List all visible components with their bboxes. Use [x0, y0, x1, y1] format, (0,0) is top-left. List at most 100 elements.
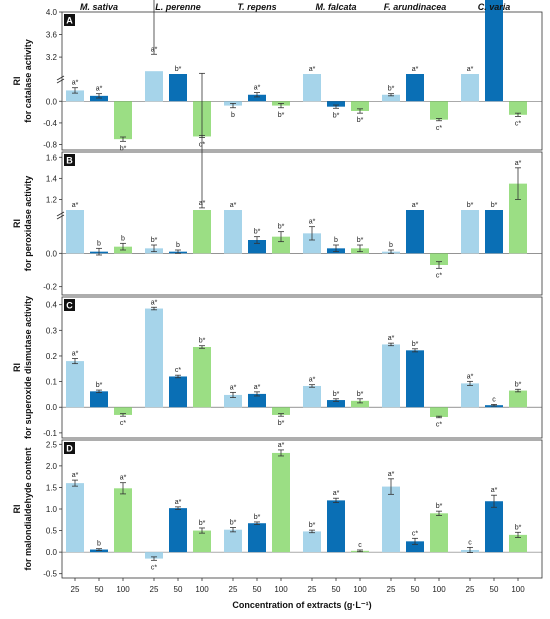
significance-label: a* [491, 487, 498, 494]
bar [351, 400, 369, 408]
x-tick-label: 100 [274, 585, 288, 594]
panel-letter: D [66, 444, 73, 454]
x-tick-label: 50 [95, 585, 104, 594]
y-axis-label-line1: RI [12, 219, 22, 228]
axis-break-mark [56, 75, 65, 81]
significance-label: b* [120, 145, 127, 152]
significance-label: a* [333, 490, 340, 497]
bar [66, 90, 84, 102]
bar [114, 101, 132, 140]
significance-label: b [389, 242, 393, 249]
x-tick-label: 50 [253, 585, 262, 594]
bar [351, 101, 369, 111]
bar [169, 74, 187, 102]
y-tick-label: 3.6 [46, 31, 58, 40]
panel-letter: A [66, 16, 73, 26]
bar [66, 210, 84, 254]
y-tick-label: -0.2 [43, 283, 57, 292]
y-tick-label: 0.4 [46, 301, 58, 310]
axis-break-mark [56, 214, 65, 220]
bar [382, 344, 400, 408]
panel-frame [61, 439, 543, 579]
species-header: M. falcata [315, 2, 356, 12]
bar [193, 346, 211, 408]
significance-label: a* [230, 202, 237, 209]
bar [90, 95, 108, 102]
significance-label: a* [151, 46, 158, 53]
x-tick-label: 100 [195, 585, 209, 594]
significance-label: a* [96, 86, 103, 93]
significance-label: b* [309, 522, 316, 529]
significance-label: a* [151, 299, 158, 306]
x-axis: 25 50 100 25 50 100 25 50 100 25 50 100 25 50 100 25 50 1… [71, 578, 525, 610]
bar [485, 501, 503, 553]
bar [224, 394, 242, 408]
x-tick-label: 100 [432, 585, 446, 594]
x-tick-label: 100 [353, 585, 367, 594]
y-tick-label: 0.1 [46, 378, 58, 387]
panel-d: D -0.5 0.0 0.5 1.0 1.5 2.0 2.5 RI for malondialde… [12, 439, 543, 579]
significance-label: a* [120, 475, 127, 482]
bar [327, 400, 345, 408]
species-header: F. arundinacea [384, 2, 447, 12]
bar [193, 210, 211, 254]
y-tick-label: -0.1 [43, 429, 57, 438]
panel-letter-badge [64, 442, 75, 454]
y-tick-label: 3.2 [46, 53, 58, 62]
bar [327, 101, 345, 107]
significance-label: b* [436, 503, 443, 510]
bar [406, 210, 424, 254]
bar [485, 0, 503, 102]
y-axis-label-line2: for superoxide dismutase activity [23, 296, 33, 439]
bar [406, 74, 424, 102]
bar [224, 210, 242, 254]
significance-label: b* [357, 117, 364, 124]
axis-break-mark [56, 211, 65, 217]
x-tick-label: 50 [332, 585, 341, 594]
bar [248, 240, 266, 254]
significance-label: a* [309, 66, 316, 73]
significance-label: b* [230, 520, 237, 527]
significance-label: b [97, 541, 101, 548]
x-tick-label: 25 [71, 585, 80, 594]
axis-break-mark [56, 78, 65, 84]
significance-label: b [334, 237, 338, 244]
y-tick-label: 2.5 [46, 440, 58, 449]
significance-label: c* [436, 272, 443, 279]
bar [145, 308, 163, 408]
bar [509, 101, 527, 115]
significance-label: b* [412, 341, 419, 348]
y-axis-label: RI for superoxide dismutase activity [12, 296, 33, 439]
significance-label: a* [72, 351, 79, 358]
bar [509, 183, 527, 254]
y-axis-label: RI for peroxidase activity [12, 176, 33, 272]
x-axis-title: Concentration of extracts (g·L⁻¹) [232, 600, 371, 610]
significance-label: a* [72, 202, 79, 209]
panel-frame [61, 151, 543, 296]
x-tick-label: 25 [150, 585, 159, 594]
y-tick-label: 1.4 [46, 174, 58, 183]
bar [193, 530, 211, 553]
bar [272, 236, 290, 254]
y-tick-label: 1.6 [46, 153, 58, 162]
bar [461, 74, 479, 102]
bar [430, 513, 448, 553]
y-tick-label: 4.0 [46, 8, 58, 17]
bar [272, 407, 290, 415]
bar [406, 541, 424, 553]
significance-label: b* [388, 86, 395, 93]
y-axis-label: RI for malondialdehyde content [12, 447, 33, 570]
bar [114, 488, 132, 553]
bar [90, 549, 108, 553]
significance-label: c [468, 539, 472, 546]
significance-label: a* [412, 202, 419, 209]
y-tick-label: -0.8 [43, 141, 57, 150]
y-tick-label: 1.5 [46, 483, 58, 492]
significance-label: b* [254, 514, 261, 521]
x-tick-label: 25 [229, 585, 238, 594]
bar [509, 534, 527, 553]
bar [303, 531, 321, 553]
species-header: C. varia [478, 2, 511, 12]
significance-label: b* [175, 66, 182, 73]
